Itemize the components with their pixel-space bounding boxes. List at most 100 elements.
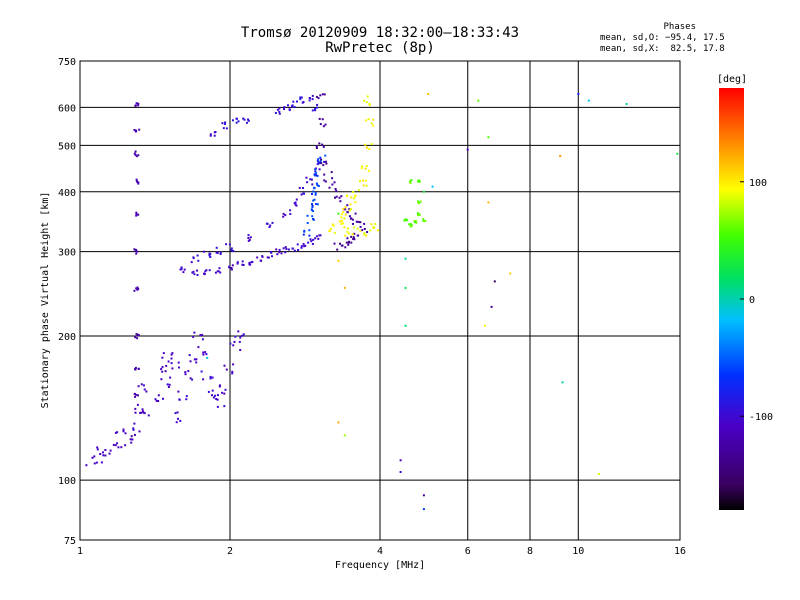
data-point [93, 462, 96, 465]
data-point [353, 197, 356, 200]
data-point [316, 174, 319, 177]
data-point [136, 213, 138, 216]
data-point [349, 208, 352, 211]
data-point [296, 243, 299, 246]
data-point [236, 117, 238, 120]
data-point [223, 405, 226, 408]
data-point [343, 434, 346, 437]
data-point [334, 188, 337, 190]
data-point [317, 184, 320, 187]
data-point [312, 190, 315, 193]
data-point [319, 234, 322, 237]
data-point [317, 97, 320, 100]
data-point [139, 411, 142, 414]
data-point [260, 259, 263, 262]
data-point [295, 198, 298, 201]
data-point [296, 100, 298, 103]
y-tick-label: 400 [58, 188, 76, 199]
data-point [215, 251, 218, 254]
data-point [422, 190, 425, 193]
data-point [167, 360, 170, 363]
data-point [93, 455, 96, 458]
data-point [343, 217, 346, 220]
data-point [370, 143, 373, 146]
data-point [368, 103, 371, 105]
data-point [344, 208, 347, 211]
data-point [364, 179, 367, 182]
data-point [135, 248, 137, 251]
data-point [137, 385, 140, 388]
data-point [350, 196, 353, 199]
data-point [185, 398, 188, 401]
data-point [270, 251, 272, 253]
data-point [348, 208, 351, 211]
data-point [487, 136, 490, 139]
data-point [322, 125, 325, 128]
data-point [306, 214, 309, 217]
data-point [249, 236, 252, 239]
data-point [310, 178, 313, 181]
data-point [318, 234, 321, 237]
data-point [231, 264, 234, 267]
data-point [211, 376, 214, 379]
data-point [312, 199, 315, 202]
data-point [305, 176, 308, 179]
data-point [347, 243, 350, 246]
data-point [180, 268, 183, 271]
data-point [303, 245, 306, 248]
data-point [340, 216, 343, 219]
data-point [209, 377, 212, 380]
data-point [338, 196, 341, 199]
data-point [409, 182, 412, 184]
data-point [199, 334, 202, 337]
data-point [269, 224, 272, 227]
data-point [332, 224, 335, 227]
data-point [213, 134, 216, 137]
y-tick-label: 75 [64, 536, 76, 547]
colorbar-tick-label: 100 [749, 178, 767, 189]
data-point [132, 427, 135, 430]
data-point [234, 335, 237, 338]
data-point [177, 361, 180, 364]
data-point [410, 179, 413, 182]
data-point [228, 243, 231, 246]
data-point [108, 452, 111, 455]
data-point [323, 173, 326, 176]
data-point [299, 96, 302, 99]
data-point [131, 438, 134, 441]
data-point [353, 232, 356, 235]
data-point [317, 237, 320, 240]
data-point [166, 383, 169, 386]
data-point [577, 93, 580, 95]
data-point [164, 370, 167, 373]
data-point [403, 219, 406, 222]
data-point [322, 164, 325, 167]
data-point [122, 430, 125, 433]
data-point [157, 394, 160, 397]
data-point [134, 366, 137, 369]
data-point [324, 154, 327, 157]
data-point [130, 435, 133, 438]
data-point [215, 246, 218, 249]
data-point [399, 459, 402, 462]
data-point [223, 392, 226, 395]
data-point [297, 249, 300, 251]
data-point [247, 119, 250, 122]
data-point [134, 150, 137, 153]
data-point [370, 122, 373, 125]
data-point [133, 289, 136, 292]
data-point [334, 196, 336, 199]
data-point [133, 248, 136, 251]
data-point [283, 108, 285, 110]
data-point [214, 394, 216, 397]
x-tick-label: 1 [77, 546, 83, 557]
data-point [418, 201, 421, 204]
data-point [346, 237, 349, 240]
data-point [155, 399, 158, 402]
data-point [418, 179, 421, 182]
data-point [302, 243, 305, 246]
data-point [325, 162, 328, 165]
data-point [311, 98, 314, 101]
data-point [373, 226, 376, 229]
data-point [347, 232, 350, 235]
